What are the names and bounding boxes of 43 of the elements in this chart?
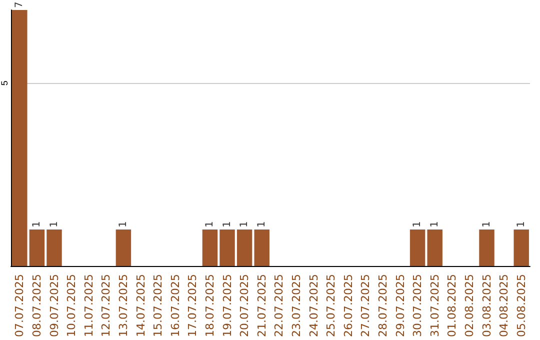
x-tick-label: 15.07.2025: [152, 274, 165, 338]
data-label: 1: [204, 221, 216, 228]
x-tick-label: 28.07.2025: [376, 274, 390, 338]
x-tick-label: 20.07.2025: [238, 274, 252, 338]
data-label: 7: [14, 2, 26, 8]
x-tick-label: 19.07.2025: [220, 274, 234, 338]
x-tick-label: 18.07.2025: [203, 274, 216, 338]
x-tick-label: 08.07.2025: [30, 274, 44, 338]
data-label: 1: [412, 221, 424, 228]
x-tick-label: 14.07.2025: [134, 274, 148, 338]
x-tick-label: 21.07.2025: [255, 274, 268, 338]
data-label: 1: [516, 221, 527, 228]
x-tick-label: 16.07.2025: [168, 274, 182, 338]
x-tick-label: 02.08.2025: [462, 274, 476, 338]
x-tick-label: 22.07.2025: [272, 274, 286, 338]
x-tick-label: 05.08.2025: [514, 274, 528, 338]
x-tick-label: 17.07.2025: [186, 274, 200, 338]
data-label: 1: [256, 221, 268, 228]
x-tick-label: 12.07.2025: [100, 274, 113, 338]
data-label: 1: [222, 221, 233, 228]
x-tick-label: 26.07.2025: [342, 274, 355, 338]
data-label: 1: [239, 221, 250, 228]
x-tick-label: 23.07.2025: [290, 274, 303, 338]
x-tick-label: 31.07.2025: [428, 274, 442, 338]
x-tick-label: 10.07.2025: [65, 274, 78, 338]
x-tick-label: 29.07.2025: [394, 274, 407, 338]
x-tick-label: 30.07.2025: [411, 274, 424, 338]
x-tick-label: 11.07.2025: [82, 274, 96, 338]
data-label: 1: [31, 221, 42, 228]
x-tick-label: 27.07.2025: [359, 274, 372, 338]
x-tick-label: 07.07.2025: [13, 274, 26, 338]
x-tick-label: 01.08.2025: [446, 274, 459, 338]
data-label: 1: [48, 221, 60, 228]
x-tick-label: 25.07.2025: [324, 274, 338, 338]
x-tick-label: 03.08.2025: [480, 274, 494, 338]
data-label: 1: [481, 221, 492, 228]
data-label: 1: [429, 221, 440, 228]
x-tick-label: 04.08.2025: [498, 274, 511, 338]
data-label: 1: [118, 221, 129, 228]
x-tick-label: 13.07.2025: [116, 274, 130, 338]
x-tick-label: 24.07.2025: [307, 274, 320, 338]
x-tick-label: 09.07.2025: [48, 274, 61, 338]
y-tick-label: 5: [0, 80, 10, 86]
